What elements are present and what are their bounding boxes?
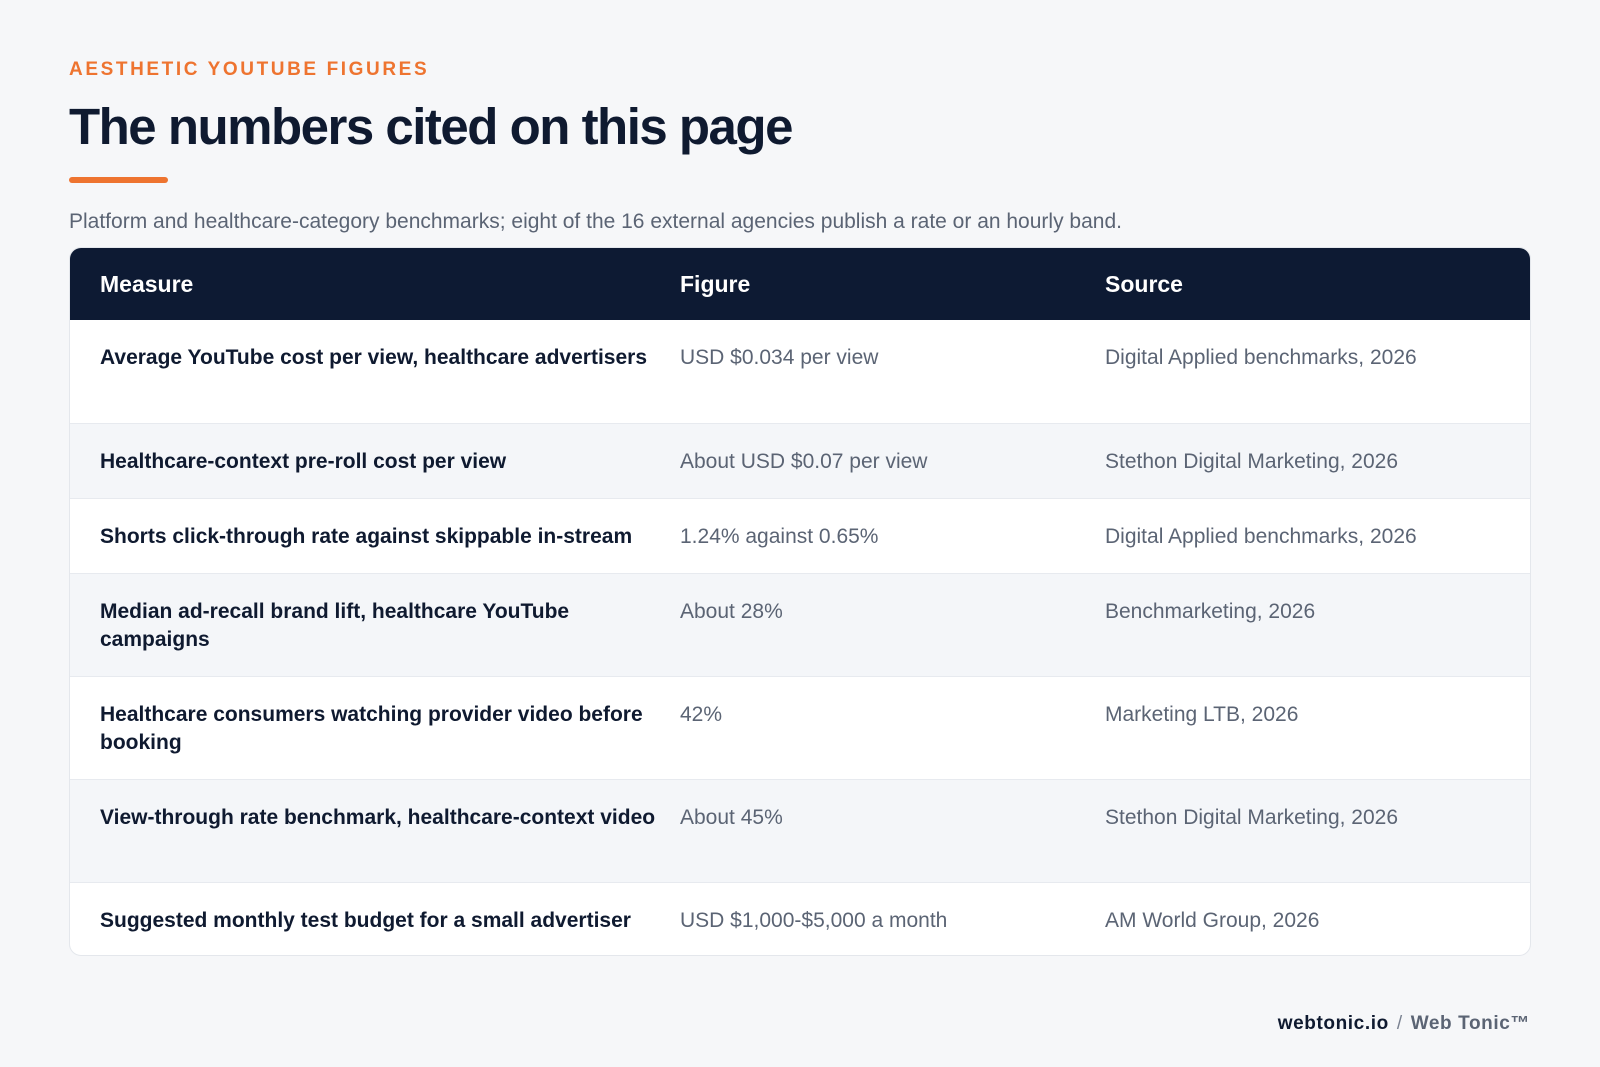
column-header-figure: Figure xyxy=(680,271,751,297)
measure-cell: Healthcare consumers watching provider v… xyxy=(100,703,643,754)
source-cell: Digital Applied benchmarks, 2026 xyxy=(1105,346,1417,369)
column-header-measure: Measure xyxy=(100,271,194,297)
figure-cell: USD $1,000-$5,000 a month xyxy=(680,909,948,932)
table-row: Average YouTube cost per view, healthcar… xyxy=(70,320,1530,423)
measure-cell: Healthcare-context pre-roll cost per vie… xyxy=(100,450,507,473)
measure-cell: Shorts click-through rate against skippa… xyxy=(100,525,633,548)
table-row: Suggested monthly test budget for a smal… xyxy=(70,882,1530,955)
footer-domain: webtonic.io xyxy=(1277,1013,1389,1034)
figure-cell: 42% xyxy=(680,703,723,726)
figure-cell: About 28% xyxy=(680,600,783,623)
table-header-row: Measure Figure Source xyxy=(70,248,1530,320)
column-header-source: Source xyxy=(1105,271,1183,297)
page-title: The numbers cited on this page xyxy=(69,98,793,155)
source-cell: Marketing LTB, 2026 xyxy=(1105,703,1299,726)
table-body: Average YouTube cost per view, healthcar… xyxy=(70,320,1530,955)
table-row: Healthcare consumers watching provider v… xyxy=(70,676,1530,779)
eyebrow-label: AESTHETIC YOUTUBE FIGURES xyxy=(69,59,430,80)
figures-table: Measure Figure Source Average YouTube co… xyxy=(69,247,1531,956)
measure-cell: Suggested monthly test budget for a smal… xyxy=(100,909,631,932)
source-cell: Stethon Digital Marketing, 2026 xyxy=(1105,806,1399,829)
measure-cell: Median ad-recall brand lift, healthcare … xyxy=(100,600,570,651)
page-subtitle: Platform and healthcare-category benchma… xyxy=(69,210,1122,233)
table-row: View-through rate benchmark, healthcare-… xyxy=(70,779,1530,882)
source-cell: Stethon Digital Marketing, 2026 xyxy=(1105,450,1399,473)
title-accent-bar xyxy=(69,177,168,183)
source-cell: AM World Group, 2026 xyxy=(1105,909,1320,932)
figure-cell: USD $0.034 per view xyxy=(680,346,879,369)
table-row: Median ad-recall brand lift, healthcare … xyxy=(70,573,1530,676)
figure-cell: About 45% xyxy=(680,806,783,829)
source-cell: Benchmarketing, 2026 xyxy=(1105,600,1316,623)
measure-cell: Average YouTube cost per view, healthcar… xyxy=(100,346,648,369)
measure-cell: View-through rate benchmark, healthcare-… xyxy=(100,806,656,829)
footer-brand: Web Tonic™ xyxy=(1410,1013,1530,1034)
figure-cell: About USD $0.07 per view xyxy=(680,450,928,473)
table-row: Shorts click-through rate against skippa… xyxy=(70,498,1530,573)
table-row: Healthcare-context pre-roll cost per vie… xyxy=(70,423,1530,498)
footer-separator: / xyxy=(1396,1013,1403,1034)
figure-cell: 1.24% against 0.65% xyxy=(680,525,879,548)
source-cell: Digital Applied benchmarks, 2026 xyxy=(1105,525,1417,548)
footer-credit: webtonic.io / Web Tonic™ xyxy=(1278,1012,1530,1036)
